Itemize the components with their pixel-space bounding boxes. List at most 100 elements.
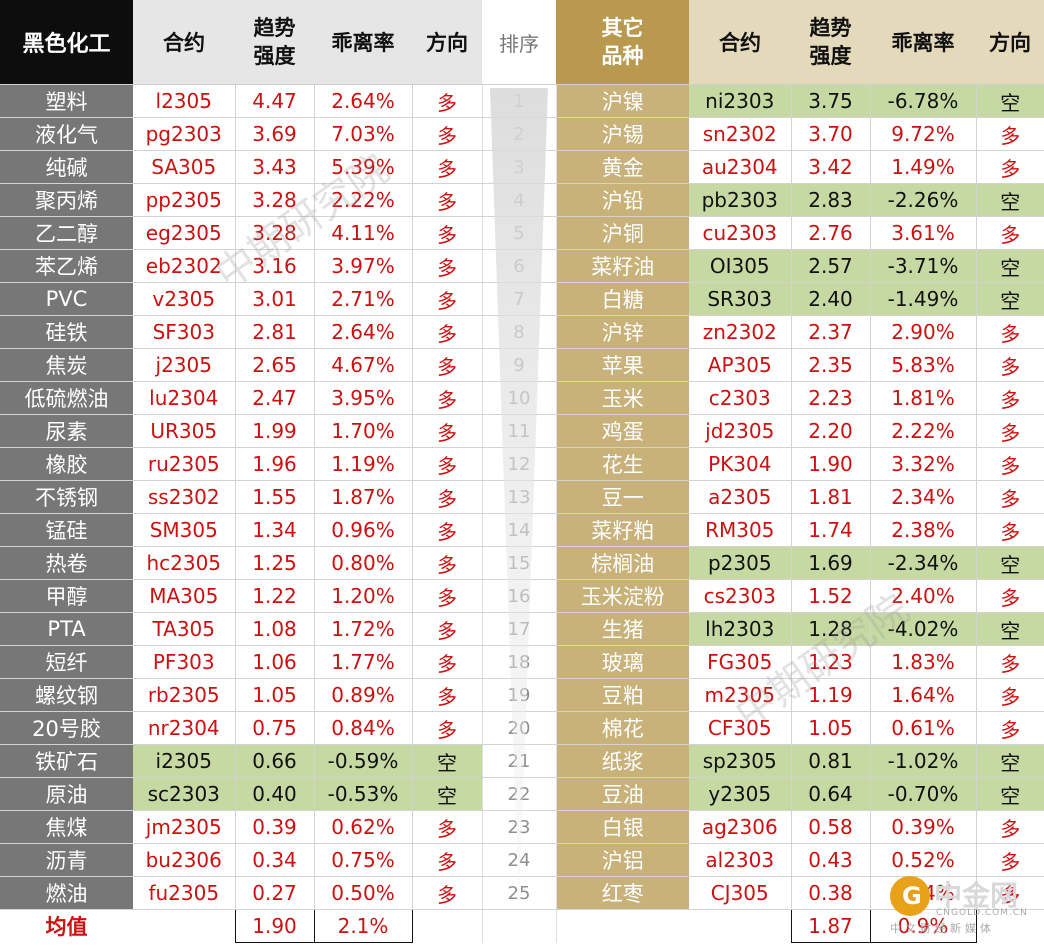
left-commodity-name: 纯碱	[0, 150, 133, 184]
right-trend-strength: 1.28	[791, 612, 871, 646]
right-deviation-rate: 2.22%	[870, 414, 977, 448]
right-contract-code: CF305	[689, 711, 792, 745]
right-deviation-rate: -6.78%	[870, 84, 977, 118]
rank-number: 7	[481, 282, 557, 316]
right-direction: 多	[976, 513, 1044, 547]
left-direction: 多	[412, 678, 482, 712]
rank-number: 1	[481, 84, 557, 118]
rank-number: 6	[481, 249, 557, 283]
right-trend-strength: 1.90	[791, 447, 871, 481]
right-contract-code: CJ305	[689, 876, 792, 910]
left-contract-code: sc2303	[133, 777, 236, 811]
right-deviation-rate: -4.02%	[870, 612, 977, 646]
left-commodity-name: 聚丙烯	[0, 183, 133, 217]
header-strength-right-label: 趋势 强度	[809, 16, 852, 68]
right-deviation-rate: 0.52%	[870, 843, 977, 877]
right-trend-strength: 0.81	[791, 744, 871, 778]
right-commodity-name: 苹果	[556, 348, 689, 382]
left-deviation-rate: 1.19%	[314, 447, 413, 481]
left-direction: 多	[412, 348, 482, 382]
left-deviation-rate: 0.89%	[314, 678, 413, 712]
header-rank: 排序	[482, 0, 556, 85]
right-trend-strength: 2.37	[791, 315, 871, 349]
left-commodity-name: 液化气	[0, 117, 133, 151]
right-trend-strength: 1.81	[791, 480, 871, 514]
right-commodity-name: 沪锡	[556, 117, 689, 151]
right-commodity-name: 鸡蛋	[556, 414, 689, 448]
left-commodity-name: 热卷	[0, 546, 133, 580]
right-direction: 空	[976, 84, 1044, 118]
left-commodity-name: 原油	[0, 777, 133, 811]
right-commodity-name: 纸浆	[556, 744, 689, 778]
header-right-category-label: 其它 品种	[601, 16, 644, 68]
right-direction: 多	[976, 480, 1044, 514]
header-strength: 趋势 强度	[235, 0, 314, 85]
right-direction: 空	[976, 282, 1044, 316]
right-trend-strength: 2.57	[791, 249, 871, 283]
left-trend-strength: 3.69	[235, 117, 315, 151]
header-row: 黑色化工 合约 趋势 强度 乖离率 方向 排序 其它 品种 合约 趋势 强度 乖…	[0, 0, 1044, 85]
right-trend-strength: 1.69	[791, 546, 871, 580]
rank-number: 15	[481, 546, 557, 580]
left-direction: 多	[412, 546, 482, 580]
right-deviation-rate: -3.71%	[870, 249, 977, 283]
left-deviation-rate: 0.84%	[314, 711, 413, 745]
right-deviation-rate: 0.54%	[870, 876, 977, 910]
left-contract-code: TA305	[133, 612, 236, 646]
average-empty-cell	[133, 910, 235, 943]
left-direction: 多	[412, 414, 482, 448]
left-trend-strength: 1.05	[235, 678, 315, 712]
right-deviation-rate: 3.61%	[870, 216, 977, 250]
right-deviation-rate: 0.61%	[870, 711, 977, 745]
right-trend-strength: 0.58	[791, 810, 871, 844]
left-direction: 多	[412, 513, 482, 547]
left-contract-code: MA305	[133, 579, 236, 613]
rank-number: 10	[481, 381, 557, 415]
header-deviation-right: 乖离率	[870, 0, 976, 85]
right-contract-code: au2304	[689, 150, 792, 184]
left-trend-strength: 1.99	[235, 414, 315, 448]
table-row: 沥青 bu2306 0.34 0.75% 多 24 沪铝 al2303 0.43 0.52% 多	[0, 843, 1044, 877]
left-deviation-rate: 1.77%	[314, 645, 413, 679]
rank-number: 11	[481, 414, 557, 448]
right-trend-strength: 2.23	[791, 381, 871, 415]
left-trend-strength: 3.16	[235, 249, 315, 283]
left-contract-code: jm2305	[133, 810, 236, 844]
left-contract-code: l2305	[133, 84, 236, 118]
header-direction-right: 方向	[976, 0, 1044, 85]
left-deviation-rate: 2.64%	[314, 315, 413, 349]
right-trend-strength: 2.83	[791, 183, 871, 217]
left-trend-strength: 3.43	[235, 150, 315, 184]
right-deviation-rate: 1.81%	[870, 381, 977, 415]
left-trend-strength: 1.22	[235, 579, 315, 613]
table-row: 20号胶 nr2304 0.75 0.84% 多 20 棉花 CF305 1.05 0.61% 多	[0, 711, 1044, 745]
left-deviation-rate: -0.59%	[314, 744, 413, 778]
right-contract-code: cu2303	[689, 216, 792, 250]
table-row: 热卷 hc2305 1.25 0.80% 多 15 棕榈油 p2305 1.69 -2.34% 空	[0, 546, 1044, 580]
right-commodity-name: 生猪	[556, 612, 689, 646]
left-contract-code: v2305	[133, 282, 236, 316]
average-empty-cell	[412, 910, 482, 943]
left-direction: 多	[412, 645, 482, 679]
right-contract-code: a2305	[689, 480, 792, 514]
left-commodity-name: 尿素	[0, 414, 133, 448]
left-deviation-rate: 7.03%	[314, 117, 413, 151]
right-commodity-name: 沪镍	[556, 84, 689, 118]
right-direction: 多	[976, 843, 1044, 877]
left-contract-code: i2305	[133, 744, 236, 778]
left-commodity-name: 沥青	[0, 843, 133, 877]
left-deviation-rate: 2.64%	[314, 84, 413, 118]
left-commodity-name: 低硫燃油	[0, 381, 133, 415]
right-direction: 空	[976, 546, 1044, 580]
right-deviation-rate: -0.70%	[870, 777, 977, 811]
left-deviation-rate: 1.20%	[314, 579, 413, 613]
left-average-deviation: 2.1%	[313, 909, 413, 943]
right-commodity-name: 棉花	[556, 711, 689, 745]
right-deviation-rate: 2.90%	[870, 315, 977, 349]
left-trend-strength: 2.47	[235, 381, 315, 415]
average-empty-cell	[481, 909, 557, 943]
right-direction: 多	[976, 678, 1044, 712]
right-deviation-rate: 2.40%	[870, 579, 977, 613]
right-commodity-name: 白银	[556, 810, 689, 844]
right-direction: 多	[976, 711, 1044, 745]
